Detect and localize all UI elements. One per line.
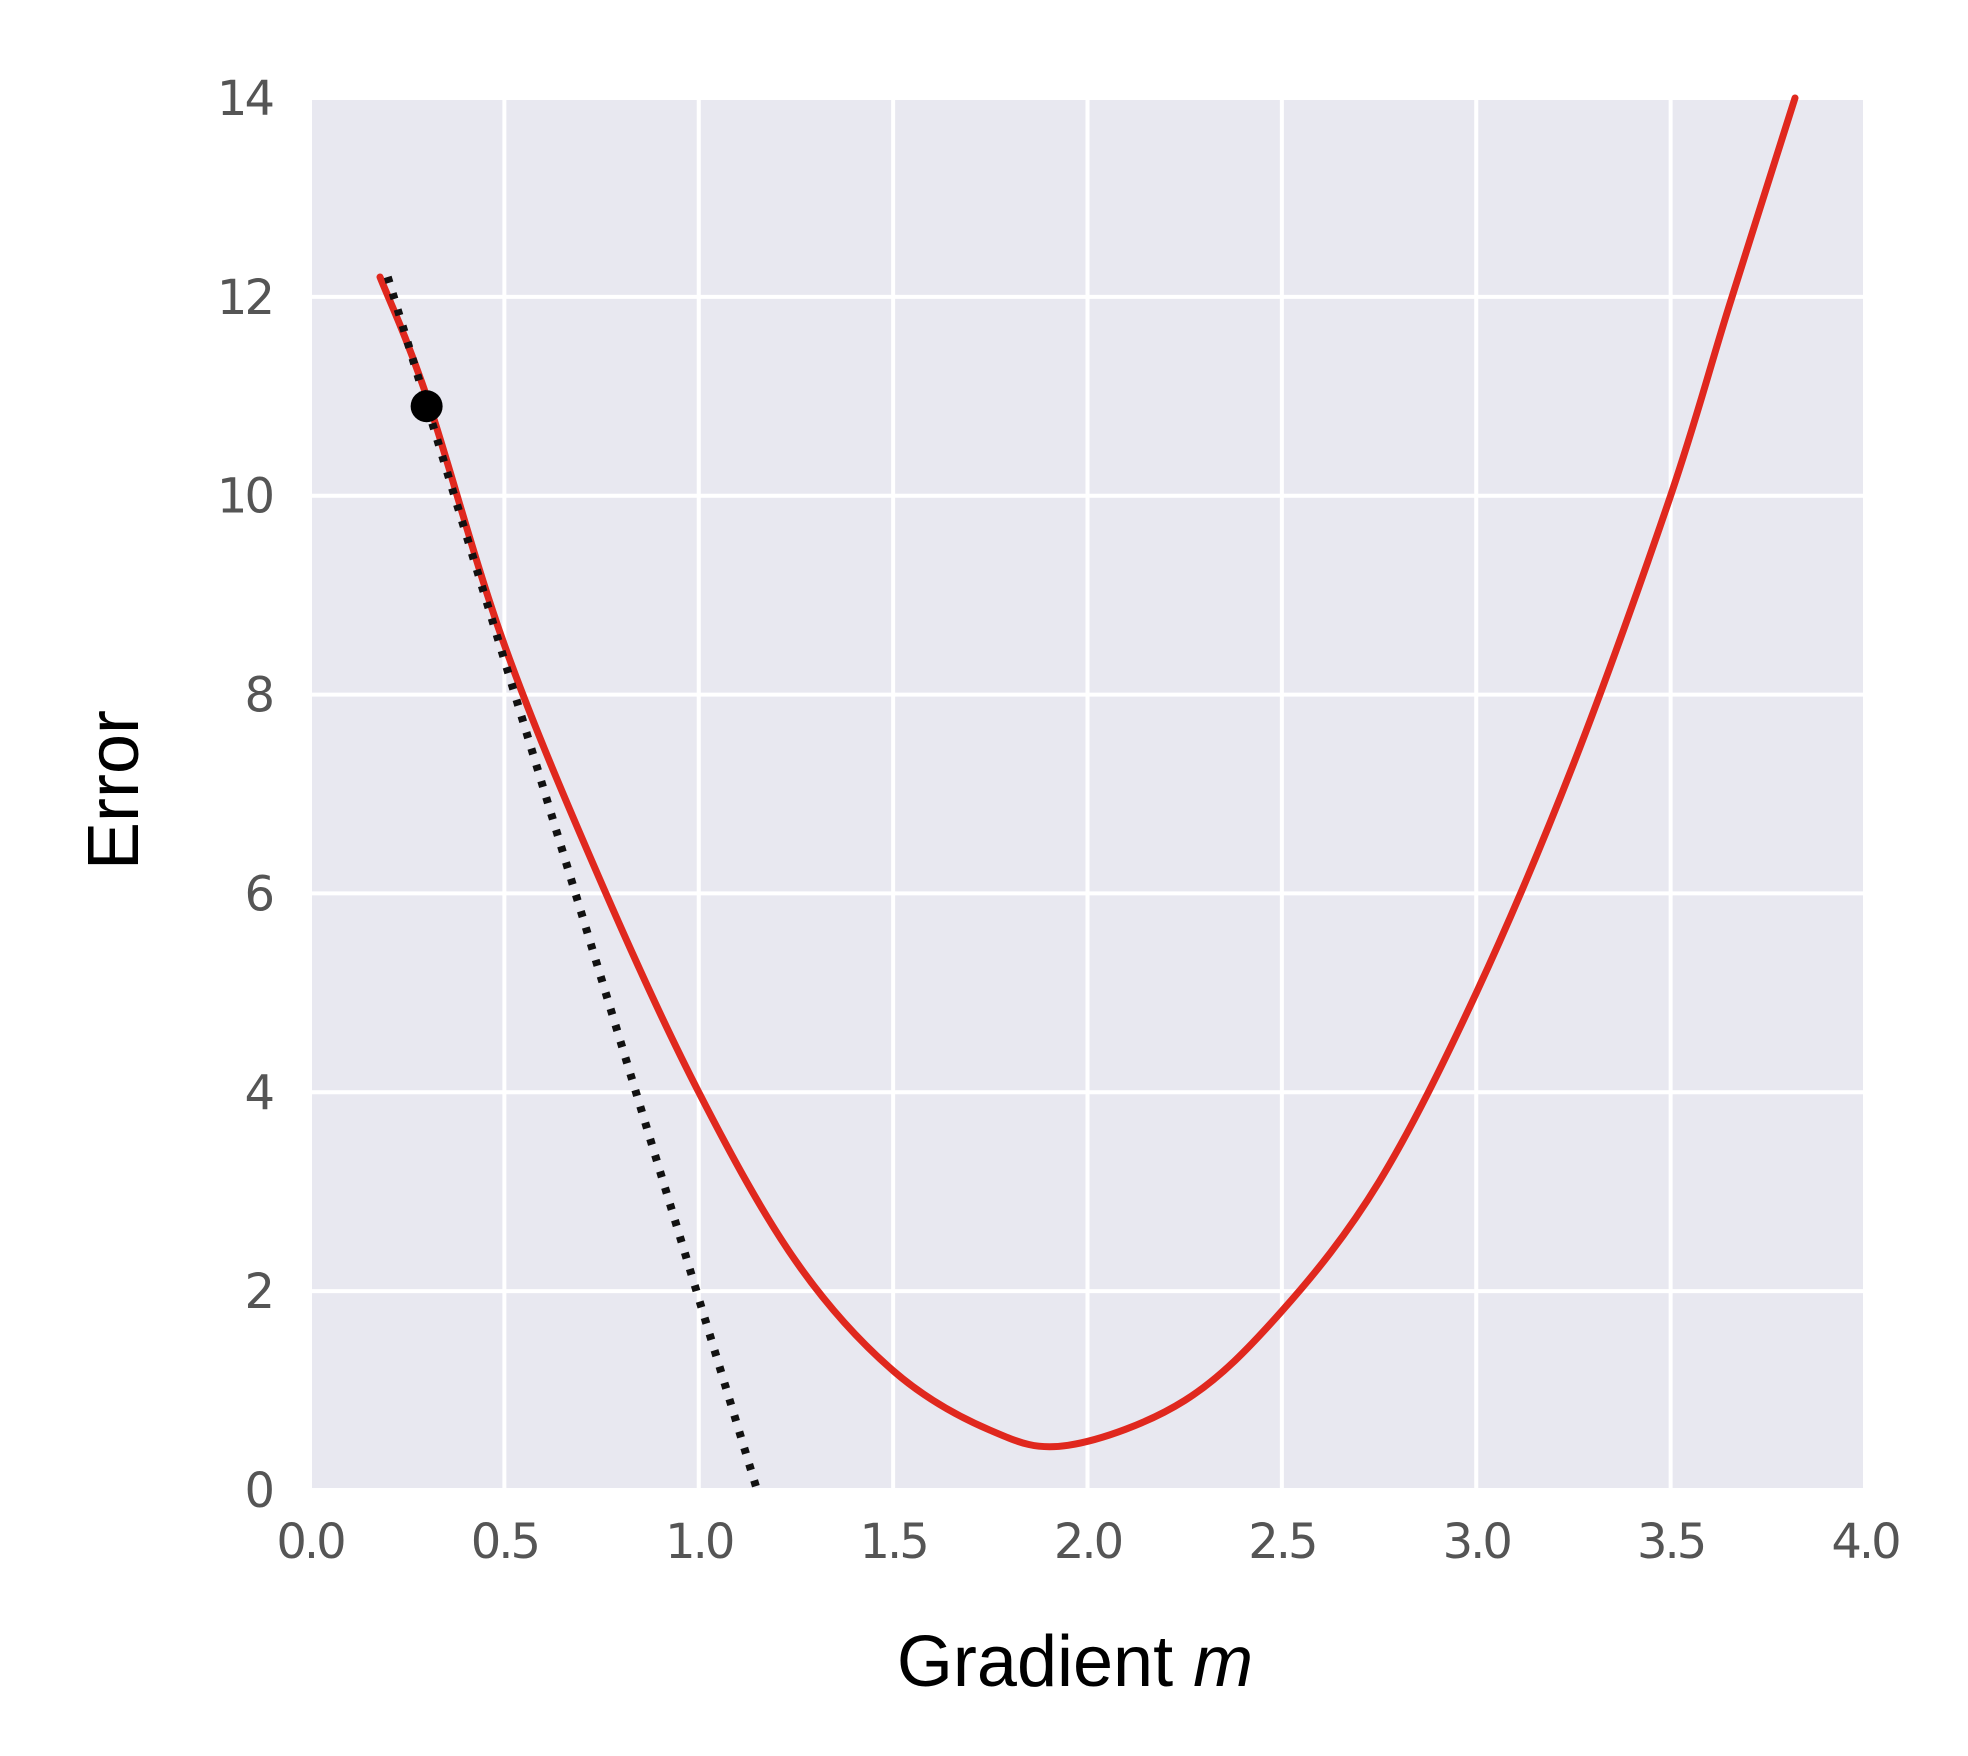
x-tick-label: 4.0 — [1831, 1514, 1899, 1570]
grid — [308, 96, 1867, 1492]
x-tick-label: 0.0 — [276, 1514, 344, 1570]
x-tick-label: 1.5 — [859, 1514, 926, 1570]
tangent-line — [383, 275, 761, 1492]
y-tick-label: 4 — [244, 1065, 272, 1121]
y-tick-label: 14 — [217, 71, 273, 127]
x-tick-label: 0.5 — [471, 1514, 538, 1570]
y-axis-title: Error — [74, 710, 154, 870]
error-curve — [376, 94, 1799, 1451]
x-axis-ticks: 0.0 0.5 1.0 1.5 2.0 2.5 3.0 3.5 4.0 — [276, 1514, 1902, 1570]
x-tick-label: 1.0 — [665, 1514, 733, 1570]
y-tick-label: 6 — [244, 866, 272, 922]
x-tick-label: 2.5 — [1248, 1514, 1315, 1570]
x-tick-label: 3.0 — [1443, 1514, 1511, 1570]
y-tick-label: 2 — [244, 1264, 272, 1320]
x-tick-label: 2.0 — [1054, 1514, 1122, 1570]
series-layer — [376, 94, 1799, 1492]
y-tick-label: 10 — [217, 469, 273, 525]
current-point-marker — [410, 390, 443, 423]
x-axis-title: Gradient m — [897, 1622, 1253, 1702]
y-axis-ticks: 0 2 4 6 8 10 12 14 — [217, 71, 276, 1519]
x-axis-title-text: Gradient — [897, 1622, 1173, 1702]
y-tick-label: 8 — [244, 668, 272, 724]
y-tick-label: 12 — [217, 270, 272, 326]
x-axis-title-variable: m — [1193, 1622, 1253, 1702]
x-tick-label: 3.5 — [1637, 1514, 1704, 1570]
y-tick-label: 0 — [244, 1463, 272, 1519]
